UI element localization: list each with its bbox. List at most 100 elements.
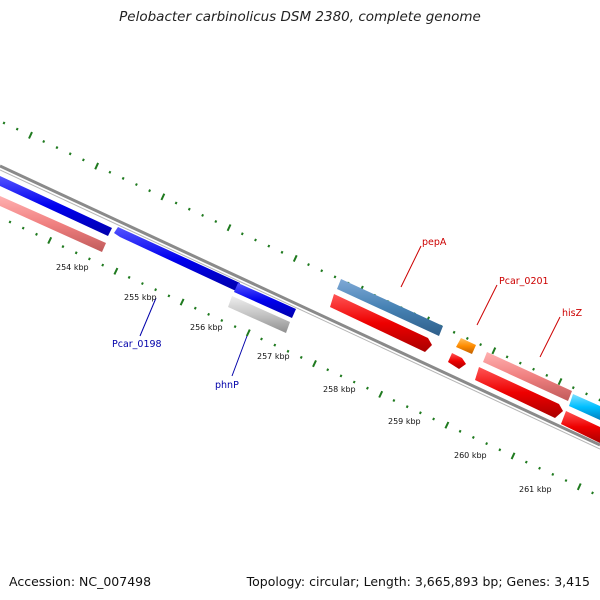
leader-pepA [400,245,422,288]
gene-red-3[interactable] [561,411,600,443]
scale-label: 256 kbp [190,323,223,332]
minor-tick [551,472,555,476]
leader-pcar0201 [476,284,498,326]
minor-tick [101,263,105,267]
minor-tick [81,158,85,162]
minor-tick [326,368,330,372]
minor-tick [187,207,191,211]
gene-salmon-1[interactable] [0,196,106,252]
minor-tick [108,170,112,174]
minor-tick [42,139,46,144]
minor-tick [61,245,65,249]
minor-tick [571,386,575,390]
accession-text: Accession: NC_007498 [9,574,152,589]
scale-label: 259 kbp [388,417,421,426]
gene-blue-phnp[interactable] [234,283,296,318]
label-pcar0201: Pcar_0201 [499,276,549,287]
minor-tick [564,479,568,483]
label-phnP: phnP [215,380,239,391]
major-tick [491,347,497,355]
major-tick [444,421,450,429]
minor-tick [333,275,337,279]
minor-tick [8,220,12,224]
gene-red-small[interactable] [448,353,466,369]
minor-tick [532,367,535,371]
minor-tick [518,361,522,365]
backbone-line-inner [0,169,600,450]
gene-hisZ[interactable] [483,352,572,401]
label-pepA: pepA [422,237,447,248]
minor-tick [471,435,475,439]
genome-summary-text: Topology: circular; Length: 3,665,893 bp… [246,574,590,589]
minor-tick [21,226,25,230]
major-tick [160,193,166,201]
minor-tick [174,201,178,205]
minor-tick [479,343,483,347]
minor-tick [392,398,396,403]
minor-tick [2,121,6,125]
major-tick [94,162,100,170]
minor-tick [148,189,152,193]
gene-pcar0201[interactable] [456,338,476,354]
minor-tick [260,337,263,341]
leader-pcar0198 [139,297,157,337]
minor-tick [585,392,588,396]
minor-tick [140,282,144,286]
gene-blue-pcar0198[interactable] [114,227,240,291]
minor-tick [405,405,409,409]
minor-tick [545,373,549,377]
minor-tick [193,306,197,310]
major-tick [245,329,251,337]
major-tick [378,390,384,398]
scale-label: 254 kbp [56,263,89,272]
minor-tick [418,411,422,415]
scale-label: 257 kbp [257,352,290,361]
minor-tick [485,442,489,446]
minor-tick [35,232,38,236]
minor-tick [286,349,290,353]
gene-cyan[interactable] [569,394,600,420]
major-tick [510,452,516,460]
backbone-line-outer [0,164,600,447]
minor-tick [307,263,310,267]
minor-tick [207,312,211,316]
forward-genes [0,176,600,420]
minor-tick [366,386,369,390]
scale-label: 255 kbp [124,293,157,302]
minor-tick [505,355,509,359]
label-leaders [139,245,561,377]
minor-tick [273,343,277,347]
major-tick [47,236,53,245]
leader-phnP [231,335,248,377]
gene-red-2[interactable] [475,367,563,418]
label-hisZ: hisZ [562,308,583,319]
gene-gray[interactable] [228,296,290,333]
gene-pepA[interactable] [337,279,443,336]
minor-tick [524,460,528,464]
minor-tick [339,374,343,378]
minor-tick [233,325,237,329]
gene-blue-1[interactable] [0,176,112,236]
minor-tick [74,251,78,255]
minor-tick [432,417,436,421]
major-tick [113,267,119,275]
gene-red-1[interactable] [330,294,432,352]
minor-tick [240,232,244,236]
minor-tick [458,429,462,433]
major-tick [292,254,298,263]
scale-label: 261 kbp [519,485,552,494]
minor-tick [465,336,469,340]
minor-tick [320,269,324,273]
page-title: Pelobacter carbinolicus DSM 2380, comple… [119,9,481,25]
minor-tick [452,330,456,334]
minor-tick [498,448,502,452]
reverse-genes [0,196,600,443]
minor-tick [254,238,257,242]
minor-tick [121,176,125,180]
minor-tick [87,257,91,261]
major-tick [226,224,232,232]
minor-tick [352,380,356,384]
minor-tick [214,219,218,224]
minor-tick [220,318,224,323]
